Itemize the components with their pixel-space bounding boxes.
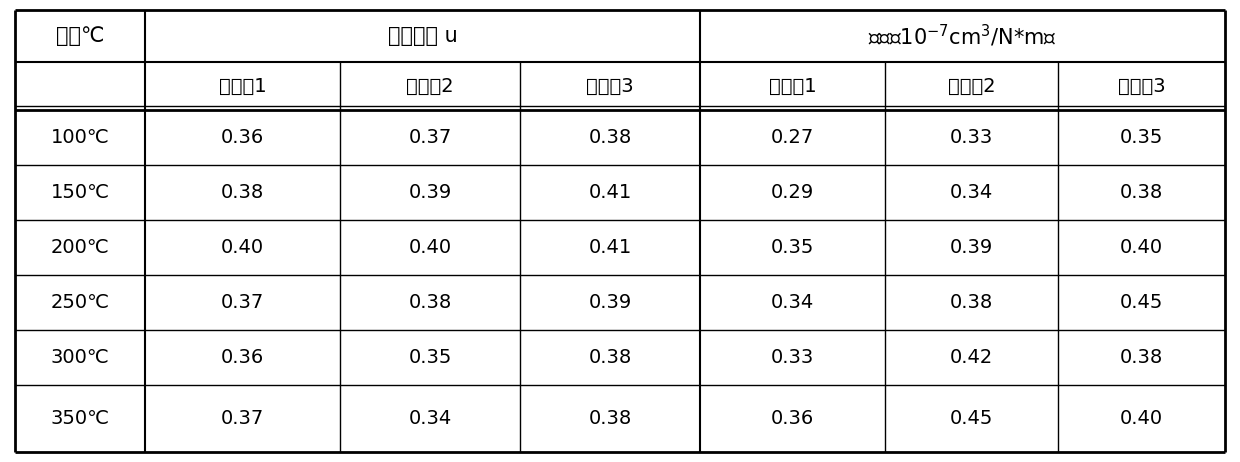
Text: 0.45: 0.45	[950, 409, 993, 428]
Text: 300℃: 300℃	[51, 348, 109, 367]
Text: 150℃: 150℃	[51, 183, 109, 202]
Text: 0.39: 0.39	[408, 183, 451, 202]
Text: 0.27: 0.27	[771, 128, 815, 147]
Text: 0.40: 0.40	[1120, 409, 1163, 428]
Text: 0.34: 0.34	[408, 409, 451, 428]
Text: 0.38: 0.38	[588, 128, 631, 147]
Text: 0.38: 0.38	[221, 183, 264, 202]
Text: 摩擦系数 u: 摩擦系数 u	[388, 26, 458, 46]
Text: 0.40: 0.40	[408, 238, 451, 257]
Text: 0.37: 0.37	[408, 128, 451, 147]
Text: 0.36: 0.36	[771, 409, 815, 428]
Text: 0.41: 0.41	[588, 183, 631, 202]
Text: 0.36: 0.36	[221, 348, 264, 367]
Text: 0.37: 0.37	[221, 409, 264, 428]
Text: 0.39: 0.39	[588, 293, 631, 312]
Text: 0.33: 0.33	[771, 348, 815, 367]
Text: 实施例2: 实施例2	[407, 77, 454, 96]
Text: 0.29: 0.29	[771, 183, 815, 202]
Text: 0.45: 0.45	[1120, 293, 1163, 312]
Text: 0.33: 0.33	[950, 128, 993, 147]
Text: 0.40: 0.40	[221, 238, 264, 257]
Text: 0.38: 0.38	[408, 293, 451, 312]
Text: 0.34: 0.34	[950, 183, 993, 202]
Text: 0.38: 0.38	[588, 409, 631, 428]
Text: 0.41: 0.41	[588, 238, 631, 257]
Text: 0.35: 0.35	[1120, 128, 1163, 147]
Text: 0.38: 0.38	[588, 348, 631, 367]
Text: 0.35: 0.35	[408, 348, 451, 367]
Text: 实施例1: 实施例1	[218, 77, 267, 96]
Text: 0.40: 0.40	[1120, 238, 1163, 257]
Text: 0.34: 0.34	[771, 293, 815, 312]
Text: 温度℃: 温度℃	[56, 26, 104, 46]
Text: 350℃: 350℃	[51, 409, 109, 428]
Text: 250℃: 250℃	[51, 293, 109, 312]
Text: 0.36: 0.36	[221, 128, 264, 147]
Text: 200℃: 200℃	[51, 238, 109, 257]
Text: 100℃: 100℃	[51, 128, 109, 147]
Text: 实施例1: 实施例1	[769, 77, 816, 96]
Text: 实施例3: 实施例3	[1117, 77, 1166, 96]
Text: 0.38: 0.38	[1120, 183, 1163, 202]
Text: 实施例2: 实施例2	[947, 77, 996, 96]
Text: 实施例3: 实施例3	[587, 77, 634, 96]
Text: 0.37: 0.37	[221, 293, 264, 312]
Text: 0.35: 0.35	[771, 238, 815, 257]
Text: 0.38: 0.38	[950, 293, 993, 312]
Text: 磨损（10$^{-7}$cm$^{3}$/N*m）: 磨损（10$^{-7}$cm$^{3}$/N*m）	[868, 23, 1056, 49]
Text: 0.39: 0.39	[950, 238, 993, 257]
Text: 0.42: 0.42	[950, 348, 993, 367]
Text: 0.38: 0.38	[1120, 348, 1163, 367]
